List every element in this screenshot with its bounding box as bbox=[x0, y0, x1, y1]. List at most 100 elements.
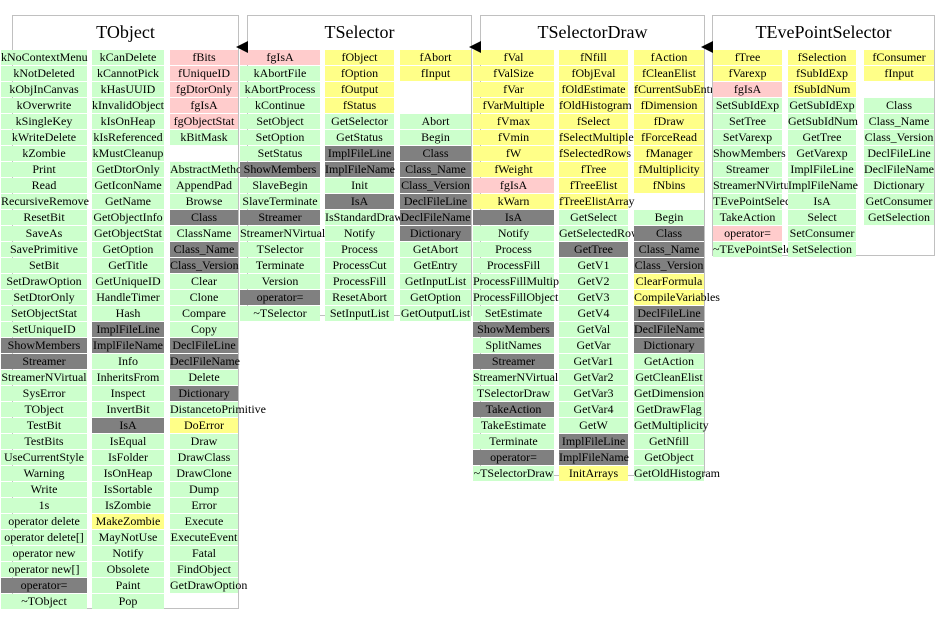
member-implfilename: ImplFileName bbox=[559, 450, 629, 465]
member-info: Info bbox=[92, 354, 164, 369]
member-fvmin: fVmin bbox=[473, 130, 554, 145]
member-setstatus: SetStatus bbox=[240, 146, 320, 161]
member-getoption: GetOption bbox=[92, 242, 164, 257]
member-fobject: fObject bbox=[325, 50, 394, 65]
member-fselectmultiple: fSelectMultiple bbox=[559, 130, 634, 145]
member-fgisa: fgIsA bbox=[240, 50, 320, 65]
member-settree: SetTree bbox=[713, 114, 782, 129]
member-draw: Draw bbox=[170, 434, 238, 449]
member-getentry: GetEntry bbox=[400, 258, 471, 273]
member--tevepointselector: ~TEvePointSelector bbox=[713, 242, 811, 257]
member-class: Class bbox=[864, 98, 934, 113]
member-faction: fAction bbox=[634, 50, 704, 65]
member-class-name: Class_Name bbox=[170, 242, 238, 257]
member-getdtoronly: GetDtorOnly bbox=[92, 162, 164, 177]
member-empty bbox=[400, 82, 471, 97]
member-kobjincanvas: kObjInCanvas bbox=[1, 82, 87, 97]
member-showmembers: ShowMembers bbox=[473, 322, 554, 337]
member-ftreeelist: fTreeElist bbox=[559, 178, 628, 193]
member-getinputlist: GetInputList bbox=[400, 274, 471, 289]
member-processfill: ProcessFill bbox=[325, 274, 394, 289]
member-begin: Begin bbox=[634, 210, 704, 225]
member-kinvalidobject: kInvalidObject bbox=[92, 98, 164, 113]
member-write: Write bbox=[1, 482, 87, 497]
member-streamernvirtual: StreamerNVirtual bbox=[1, 370, 87, 385]
member-fsubidexp: fSubIdExp bbox=[788, 66, 856, 81]
member-error: Error bbox=[170, 498, 238, 513]
member-takeestimate: TakeEstimate bbox=[473, 418, 554, 433]
member-tselector: TSelector bbox=[240, 242, 320, 257]
member-fgobjectstat: fgObjectStat bbox=[170, 114, 238, 129]
member-class-name: Class_Name bbox=[864, 114, 934, 129]
member-streamer: Streamer bbox=[240, 210, 320, 225]
member-makezombie: MakeZombie bbox=[92, 514, 164, 529]
member-finput: fInput bbox=[400, 66, 471, 81]
member-geticonname: GetIconName bbox=[92, 178, 164, 193]
member-getabort: GetAbort bbox=[400, 242, 471, 257]
member-declfileline: DeclFileLine bbox=[170, 338, 238, 353]
member-fval: fVal bbox=[473, 50, 554, 65]
member-setinputlist: SetInputList bbox=[325, 306, 394, 321]
member-abstractmethod: AbstractMethod bbox=[170, 162, 248, 177]
member-setobject: SetObject bbox=[240, 114, 320, 129]
member-operator-: operator= bbox=[473, 450, 554, 465]
member--tselector: ~TSelector bbox=[240, 306, 320, 321]
member-class: Class bbox=[400, 146, 471, 161]
member-dictionary: Dictionary bbox=[170, 386, 238, 401]
member-dictionary: Dictionary bbox=[864, 178, 934, 193]
member-declfilename: DeclFileName bbox=[634, 322, 704, 337]
member-getdrawflag: GetDrawFlag bbox=[634, 402, 704, 417]
inheritance-arrow bbox=[701, 41, 713, 53]
member-fnbins: fNbins bbox=[634, 178, 704, 193]
member-operator-delete-: operator delete[] bbox=[1, 530, 87, 545]
member-clone: Clone bbox=[170, 290, 238, 305]
member-copy: Copy bbox=[170, 322, 238, 337]
member-appendpad: AppendPad bbox=[170, 178, 238, 193]
member-knotdeleted: kNotDeleted bbox=[1, 66, 87, 81]
member-getw: GetW bbox=[559, 418, 628, 433]
member-fvar: fVar bbox=[473, 82, 554, 97]
member-resetbit: ResetBit bbox=[1, 210, 87, 225]
member-setvarexp: SetVarexp bbox=[713, 130, 782, 145]
member-processfillobject: ProcessFillObject bbox=[473, 290, 559, 305]
member-fdimension: fDimension bbox=[634, 98, 704, 113]
member-fabort: fAbort bbox=[400, 50, 471, 65]
member-hash: Hash bbox=[92, 306, 164, 321]
member-showmembers: ShowMembers bbox=[240, 162, 320, 177]
class-title: TEvePointSelector bbox=[713, 15, 934, 48]
inheritance-arrow bbox=[236, 41, 248, 53]
member-warning: Warning bbox=[1, 466, 87, 481]
member-setsubidexp: SetSubIdExp bbox=[713, 98, 782, 113]
member-streamernvirtual: StreamerNVirtual bbox=[713, 178, 799, 193]
member-paint: Paint bbox=[92, 578, 164, 593]
member-fcurrentsubentry: fCurrentSubEntry bbox=[634, 82, 720, 97]
member-fnfill: fNfill bbox=[559, 50, 628, 65]
member-getaction: GetAction bbox=[634, 354, 704, 369]
member-declfilename: DeclFileName bbox=[400, 210, 471, 225]
member-fgisa: fgIsA bbox=[473, 178, 554, 193]
member-notify: Notify bbox=[325, 226, 394, 241]
member-processfillmultiple: ProcessFillMultiple bbox=[473, 274, 568, 289]
member-ksinglekey: kSingleKey bbox=[1, 114, 87, 129]
member-class-version: Class_Version bbox=[170, 258, 239, 273]
member-tselectordraw: TSelectorDraw bbox=[473, 386, 554, 401]
member-kisonheap: kIsOnHeap bbox=[92, 114, 164, 129]
member-drawclass: DrawClass bbox=[170, 450, 238, 465]
member-dictionary: Dictionary bbox=[634, 338, 704, 353]
member-operator-: operator= bbox=[713, 226, 782, 241]
member-read: Read bbox=[1, 178, 87, 193]
member-getselect: GetSelect bbox=[559, 210, 628, 225]
member-syserror: SysError bbox=[1, 386, 87, 401]
member-splitnames: SplitNames bbox=[473, 338, 554, 353]
member-fselect: fSelect bbox=[559, 114, 628, 129]
member-getoutputlist: GetOutputList bbox=[400, 306, 471, 321]
member-ftree: fTree bbox=[713, 50, 782, 65]
member-getvar: GetVar bbox=[559, 338, 628, 353]
member-streamer: Streamer bbox=[713, 162, 782, 177]
member-inspect: Inspect bbox=[92, 386, 164, 401]
member-initarrays: InitArrays bbox=[559, 466, 628, 481]
member-declfilename: DeclFileName bbox=[170, 354, 240, 369]
member-process: Process bbox=[325, 242, 394, 257]
member-setdrawoption: SetDrawOption bbox=[1, 274, 87, 289]
member-getselectedrows: GetSelectedRows bbox=[559, 226, 645, 241]
